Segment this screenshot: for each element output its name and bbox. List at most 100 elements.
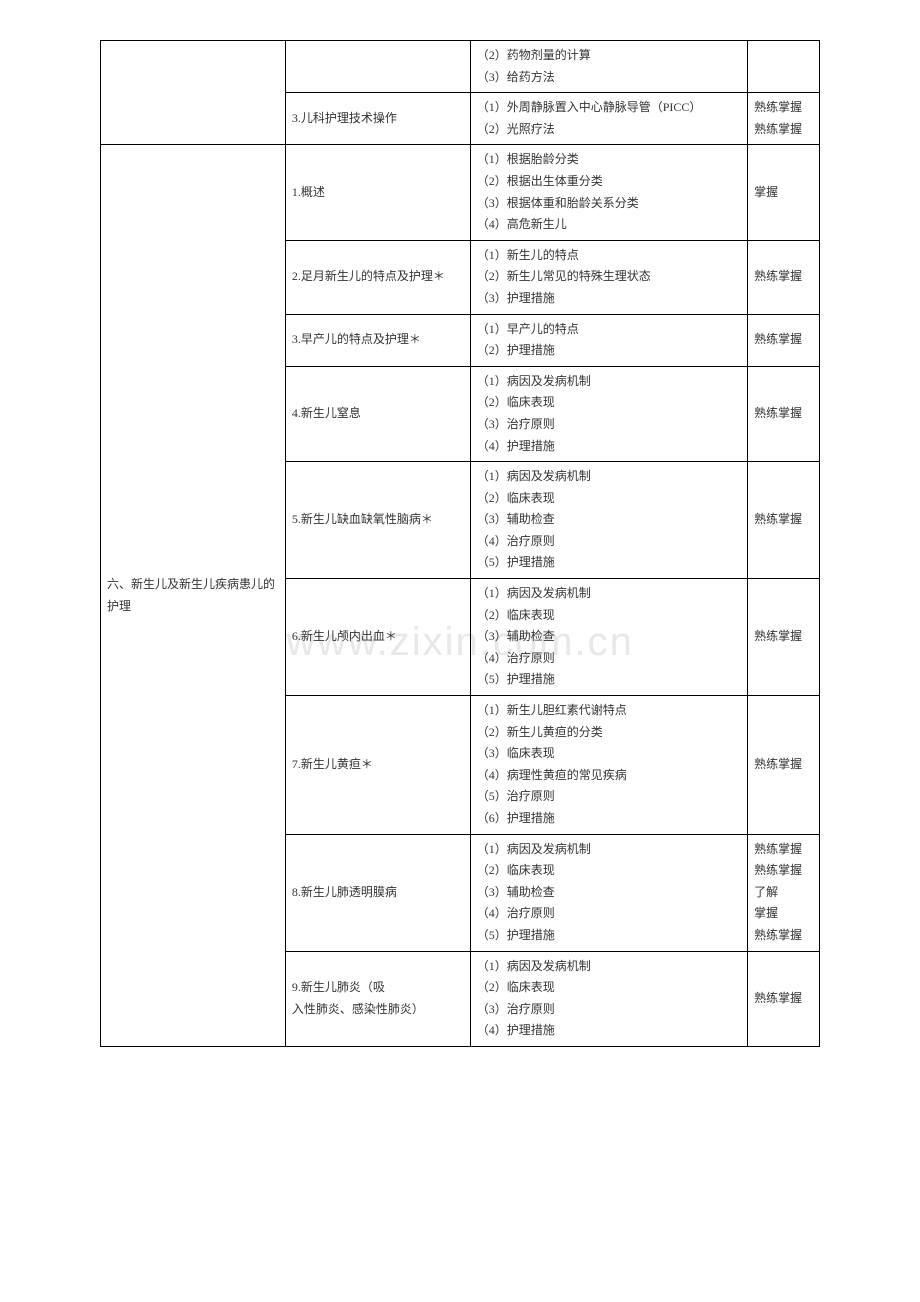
table-cell: （1）外周静脉置入中心静脉导管（PICC）（2）光照疗法 bbox=[470, 93, 747, 145]
table-cell: （1）病因及发病机制（2）临床表现（3）治疗原则（4）护理措施 bbox=[470, 951, 747, 1046]
cell-line: （2）临床表现 bbox=[477, 392, 741, 414]
table-container: （2）药物剂量的计算（3）给药方法 3.儿科护理技术操作 （1）外周静脉置入中心静脉… bbox=[100, 40, 820, 1047]
cell-line: 掌握 bbox=[754, 182, 813, 204]
cell-line: 2.足月新生儿的特点及护理＊ bbox=[292, 266, 464, 288]
cell-line: （3）辅助检查 bbox=[477, 882, 741, 904]
cell-line: 1.概述 bbox=[292, 182, 464, 204]
cell-line: （2）临床表现 bbox=[477, 605, 741, 627]
cell-line: 6.新生儿颅内出血＊ bbox=[292, 626, 464, 648]
cell-line: 熟练掌握 bbox=[754, 329, 813, 351]
cell-line: 9.新生儿肺炎（吸 bbox=[292, 977, 464, 999]
cell-line: （5）治疗原则 bbox=[477, 786, 741, 808]
table-cell: 7.新生儿黄疸＊ bbox=[285, 696, 470, 835]
cell-line: （1）早产儿的特点 bbox=[477, 319, 741, 341]
table-cell: 熟练掌握 bbox=[748, 240, 820, 314]
cell-line: 4.新生儿窒息 bbox=[292, 403, 464, 425]
cell-line: （4）治疗原则 bbox=[477, 648, 741, 670]
cell-line: （3）辅助检查 bbox=[477, 626, 741, 648]
cell-line: 熟练掌握 bbox=[754, 119, 813, 141]
table-row: 六、新生儿及新生儿疾病患儿的护理1.概述（1）根据胎龄分类（2）根据出生体重分类… bbox=[101, 145, 820, 240]
table-cell bbox=[285, 41, 470, 93]
cell-line: （5）护理措施 bbox=[477, 669, 741, 691]
table-cell: 9.新生儿肺炎（吸入性肺炎、感染性肺炎） bbox=[285, 951, 470, 1046]
table-cell: 1.概述 bbox=[285, 145, 470, 240]
table-cell: 2.足月新生儿的特点及护理＊ bbox=[285, 240, 470, 314]
cell-line: 熟练掌握 bbox=[754, 754, 813, 776]
cell-line: （4）护理措施 bbox=[477, 1020, 741, 1042]
cell-line: 3.儿科护理技术操作 bbox=[292, 108, 464, 130]
cell-line: （3）临床表现 bbox=[477, 743, 741, 765]
table-cell: 熟练掌握 bbox=[748, 366, 820, 461]
cell-line: （1）病因及发病机制 bbox=[477, 371, 741, 393]
syllabus-table: （2）药物剂量的计算（3）给药方法 3.儿科护理技术操作 （1）外周静脉置入中心静脉… bbox=[100, 40, 820, 1047]
table-cell bbox=[748, 41, 820, 93]
cell-line: （4）病理性黄疸的常见疾病 bbox=[477, 765, 741, 787]
table-cell: 熟练掌握 bbox=[748, 696, 820, 835]
cell-line: 7.新生儿黄疸＊ bbox=[292, 754, 464, 776]
cell-line: 5.新生儿缺血缺氧性脑病＊ bbox=[292, 509, 464, 531]
cell-line: （2）新生儿黄疸的分类 bbox=[477, 722, 741, 744]
cell-line: （1）根据胎龄分类 bbox=[477, 149, 741, 171]
cell-line: （5）护理措施 bbox=[477, 552, 741, 574]
cell-line: （4）护理措施 bbox=[477, 436, 741, 458]
cell-line: （1）新生儿的特点 bbox=[477, 245, 741, 267]
table-cell: 3.儿科护理技术操作 bbox=[285, 93, 470, 145]
table-row: （2）药物剂量的计算（3）给药方法 bbox=[101, 41, 820, 93]
table-cell: （1）根据胎龄分类（2）根据出生体重分类（3）根据体重和胎龄关系分类（4）高危新… bbox=[470, 145, 747, 240]
cell-line: 熟练掌握 bbox=[754, 509, 813, 531]
cell-line: 熟练掌握 bbox=[754, 860, 813, 882]
table-cell: （2）药物剂量的计算（3）给药方法 bbox=[470, 41, 747, 93]
table-cell: 5.新生儿缺血缺氧性脑病＊ bbox=[285, 462, 470, 579]
cell-line: 六、新生儿及新生儿疾病患儿的护理 bbox=[107, 574, 279, 617]
cell-line: （1）病因及发病机制 bbox=[477, 839, 741, 861]
cell-line: （1）新生儿胆红素代谢特点 bbox=[477, 700, 741, 722]
cell-line: 熟练掌握 bbox=[754, 626, 813, 648]
table-cell: 熟练掌握熟练掌握了解掌握熟练掌握 bbox=[748, 834, 820, 951]
cell-line: 熟练掌握 bbox=[754, 839, 813, 861]
cell-line: （1）病因及发病机制 bbox=[477, 583, 741, 605]
cell-line: 熟练掌握 bbox=[754, 988, 813, 1010]
cell-line: 熟练掌握 bbox=[754, 97, 813, 119]
cell-line: 3.早产儿的特点及护理＊ bbox=[292, 329, 464, 351]
cell-line: （2）临床表现 bbox=[477, 977, 741, 999]
table-cell: 掌握 bbox=[748, 145, 820, 240]
cell-line: 熟练掌握 bbox=[754, 925, 813, 947]
cell-line: （1）外周静脉置入中心静脉导管（PICC） bbox=[477, 97, 741, 119]
table-cell: （1）早产儿的特点（2）护理措施 bbox=[470, 314, 747, 366]
cell-line: （6）护理措施 bbox=[477, 808, 741, 830]
cell-line: （1）病因及发病机制 bbox=[477, 956, 741, 978]
cell-line: （2）临床表现 bbox=[477, 860, 741, 882]
cell-line: （1）病因及发病机制 bbox=[477, 466, 741, 488]
table-cell: 熟练掌握 bbox=[748, 314, 820, 366]
cell-line: 了解 bbox=[754, 882, 813, 904]
cell-line: （2）药物剂量的计算 bbox=[477, 45, 741, 67]
table-cell: 4.新生儿窒息 bbox=[285, 366, 470, 461]
cell-line: 入性肺炎、感染性肺炎） bbox=[292, 999, 464, 1021]
table-cell: （1）病因及发病机制（2）临床表现（3）辅助检查（4）治疗原则（5）护理措施 bbox=[470, 462, 747, 579]
cell-line: （2）护理措施 bbox=[477, 340, 741, 362]
cell-line: （2）根据出生体重分类 bbox=[477, 171, 741, 193]
table-cell: 熟练掌握 bbox=[748, 462, 820, 579]
cell-line: （2）临床表现 bbox=[477, 488, 741, 510]
table-cell bbox=[101, 41, 286, 145]
table-cell: 3.早产儿的特点及护理＊ bbox=[285, 314, 470, 366]
cell-line: （2）光照疗法 bbox=[477, 119, 741, 141]
cell-line: 8.新生儿肺透明膜病 bbox=[292, 882, 464, 904]
cell-line: 熟练掌握 bbox=[754, 266, 813, 288]
cell-line: （3）治疗原则 bbox=[477, 999, 741, 1021]
table-cell: （1）病因及发病机制（2）临床表现（3）辅助检查（4）治疗原则（5）护理措施 bbox=[470, 834, 747, 951]
table-cell: （1）病因及发病机制（2）临床表现（3）辅助检查（4）治疗原则（5）护理措施 bbox=[470, 579, 747, 696]
cell-line: （4）治疗原则 bbox=[477, 531, 741, 553]
cell-line: （3）辅助检查 bbox=[477, 509, 741, 531]
table-cell: 熟练掌握 bbox=[748, 579, 820, 696]
table-cell: 六、新生儿及新生儿疾病患儿的护理 bbox=[101, 145, 286, 1047]
cell-line: （3）给药方法 bbox=[477, 67, 741, 89]
table-cell: （1）新生儿的特点（2）新生儿常见的特殊生理状态（3）护理措施 bbox=[470, 240, 747, 314]
cell-line: （5）护理措施 bbox=[477, 925, 741, 947]
table-cell: （1）新生儿胆红素代谢特点（2）新生儿黄疸的分类（3）临床表现（4）病理性黄疸的… bbox=[470, 696, 747, 835]
table-cell: 熟练掌握 bbox=[748, 951, 820, 1046]
cell-line: （4）治疗原则 bbox=[477, 903, 741, 925]
table-cell: 6.新生儿颅内出血＊ bbox=[285, 579, 470, 696]
cell-line: （3）治疗原则 bbox=[477, 414, 741, 436]
cell-line: （4）高危新生儿 bbox=[477, 214, 741, 236]
